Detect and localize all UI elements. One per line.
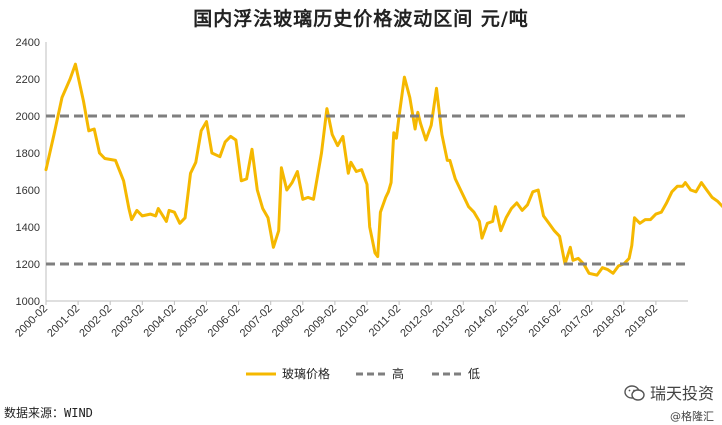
- x-tick-label: 2003-02: [109, 303, 146, 340]
- y-tick-label: 1200: [16, 259, 40, 271]
- x-tick-label: 2000-02: [13, 303, 50, 340]
- y-tick-label: 1000: [16, 296, 40, 308]
- y-tick-label: 2400: [16, 37, 40, 49]
- x-tick-label: 2005-02: [174, 303, 211, 340]
- y-tick-label: 1400: [16, 222, 40, 234]
- chart-legend: 玻璃价格 高 低: [246, 366, 480, 381]
- x-tick-label: 2004-02: [141, 303, 178, 340]
- x-tick-label: 2008-02: [270, 303, 307, 340]
- watermark: 瑞天投资 @格隆汇: [584, 380, 714, 424]
- x-tick-label: 2015-02: [495, 303, 532, 340]
- watermark-sub: @格隆汇: [670, 409, 714, 423]
- y-tick-label: 2200: [16, 74, 40, 86]
- y-tick-label: 1800: [16, 148, 40, 160]
- x-tick-label: 2011-02: [367, 303, 403, 339]
- watermark-brand: 瑞天投资: [649, 384, 714, 403]
- wechat-icon: [624, 384, 646, 406]
- legend-label: 玻璃价格: [282, 366, 330, 381]
- x-tick-label: 2010-02: [334, 303, 371, 340]
- y-tick-label: 1600: [16, 185, 40, 197]
- legend-label: 高: [392, 366, 404, 381]
- x-tick-label: 2018-02: [591, 303, 628, 340]
- x-tick-label: 2013-02: [430, 303, 467, 340]
- x-tick-label: 2019-02: [623, 303, 660, 340]
- x-tick-label: 2007-02: [238, 303, 275, 340]
- x-tick-label: 2016-02: [527, 303, 564, 340]
- x-tick-label: 2006-02: [206, 303, 243, 340]
- x-tick-label: 2002-02: [77, 303, 114, 340]
- x-tick-label: 2001-02: [45, 303, 82, 340]
- x-tick-label: 2009-02: [302, 303, 339, 340]
- series-line-price: [44, 62, 722, 277]
- chart-title: 国内浮法玻璃历史价格波动区间 元/吨: [193, 8, 529, 30]
- y-tick-label: 2000: [16, 111, 40, 123]
- x-tick-label: 2012-02: [398, 303, 435, 340]
- source-note: 数据来源：WIND: [4, 406, 93, 420]
- legend-label: 低: [468, 367, 480, 381]
- x-tick-label: 2014-02: [462, 303, 499, 340]
- x-tick-label: 2017-02: [559, 303, 596, 340]
